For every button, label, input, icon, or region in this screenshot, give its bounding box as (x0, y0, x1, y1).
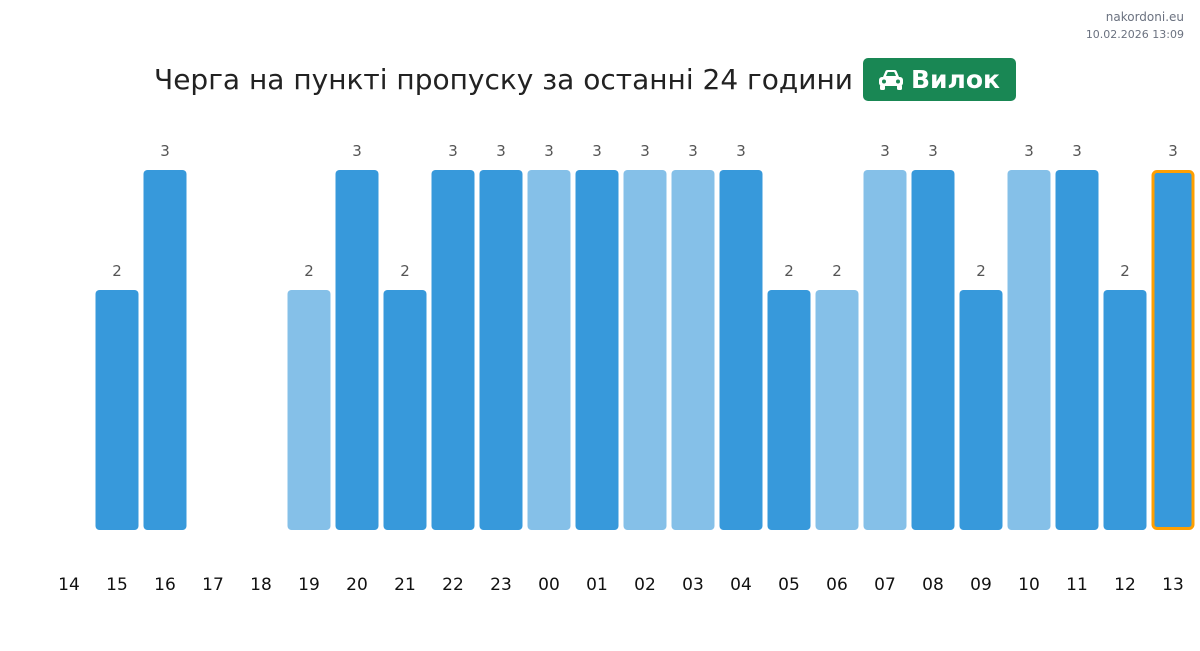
x-tick-02: 02 (634, 575, 656, 595)
x-tick-00: 00 (538, 575, 560, 595)
checkpoint-badge: Вилок (862, 58, 1016, 101)
x-tick-11: 11 (1066, 575, 1088, 595)
bar-02[interactable] (623, 170, 667, 530)
x-tick-04: 04 (730, 575, 752, 595)
bar-04[interactable] (719, 170, 763, 530)
bar-09[interactable] (959, 290, 1003, 530)
x-tick-20: 20 (346, 575, 368, 595)
x-tick-18: 18 (250, 575, 272, 595)
checkpoint-name: Вилок (910, 65, 1000, 94)
site-name: nakordoni.eu (1105, 10, 1184, 24)
data-label-15: 2 (112, 262, 122, 280)
bar-05[interactable] (767, 290, 811, 530)
bar-19[interactable] (287, 290, 331, 530)
data-label-05: 2 (784, 262, 794, 280)
data-label-08: 3 (928, 142, 938, 160)
x-tick-23: 23 (490, 575, 512, 595)
x-tick-17: 17 (202, 575, 224, 595)
data-label-07: 3 (880, 142, 890, 160)
bar-15[interactable] (95, 290, 139, 530)
page-title: Черга на пункті пропуску за останні 24 г… (154, 63, 853, 96)
x-tick-21: 21 (394, 575, 416, 595)
data-label-06: 2 (832, 262, 842, 280)
bar-11[interactable] (1055, 170, 1099, 530)
x-tick-03: 03 (682, 575, 704, 595)
x-tick-16: 16 (154, 575, 176, 595)
data-label-02: 3 (640, 142, 650, 160)
data-label-01: 3 (592, 142, 602, 160)
bar-00[interactable] (527, 170, 571, 530)
data-label-20: 3 (352, 142, 362, 160)
x-tick-08: 08 (922, 575, 944, 595)
chart-header: Черга на пункті пропуску за останні 24 г… (0, 58, 1200, 101)
bar-23[interactable] (479, 170, 523, 530)
x-tick-22: 22 (442, 575, 464, 595)
data-label-10: 3 (1024, 142, 1034, 160)
bar-13[interactable] (1151, 170, 1195, 530)
x-tick-12: 12 (1114, 575, 1136, 595)
brand: nakordoni.eu 10.02.2026 13:09 (1086, 9, 1184, 43)
x-tick-10: 10 (1018, 575, 1040, 595)
data-label-22: 3 (448, 142, 458, 160)
data-label-19: 2 (304, 262, 314, 280)
bar-08[interactable] (911, 170, 955, 530)
x-tick-15: 15 (106, 575, 128, 595)
bar-06[interactable] (815, 290, 859, 530)
data-label-00: 3 (544, 142, 554, 160)
x-tick-05: 05 (778, 575, 800, 595)
bar-07[interactable] (863, 170, 907, 530)
data-label-12: 2 (1120, 262, 1130, 280)
x-tick-07: 07 (874, 575, 896, 595)
car-icon (878, 69, 903, 90)
x-tick-19: 19 (298, 575, 320, 595)
x-tick-14: 14 (58, 575, 80, 595)
bar-12[interactable] (1103, 290, 1147, 530)
data-label-11: 3 (1072, 142, 1082, 160)
data-label-13: 3 (1168, 142, 1178, 160)
bar-03[interactable] (671, 170, 715, 530)
x-tick-13: 13 (1162, 575, 1184, 595)
x-tick-06: 06 (826, 575, 848, 595)
x-tick-01: 01 (586, 575, 608, 595)
bar-20[interactable] (335, 170, 379, 530)
timestamp: 10.02.2026 13:09 (1085, 28, 1184, 41)
bar-16[interactable] (143, 170, 187, 530)
data-label-03: 3 (688, 142, 698, 160)
data-label-16: 3 (160, 142, 170, 160)
data-label-09: 2 (976, 262, 986, 280)
bar-22[interactable] (431, 170, 475, 530)
bar-21[interactable] (383, 290, 427, 530)
data-label-04: 3 (736, 142, 746, 160)
x-tick-09: 09 (970, 575, 992, 595)
bar-01[interactable] (575, 170, 619, 530)
bar-10[interactable] (1007, 170, 1051, 530)
data-label-23: 3 (496, 142, 506, 160)
data-label-21: 2 (400, 262, 410, 280)
